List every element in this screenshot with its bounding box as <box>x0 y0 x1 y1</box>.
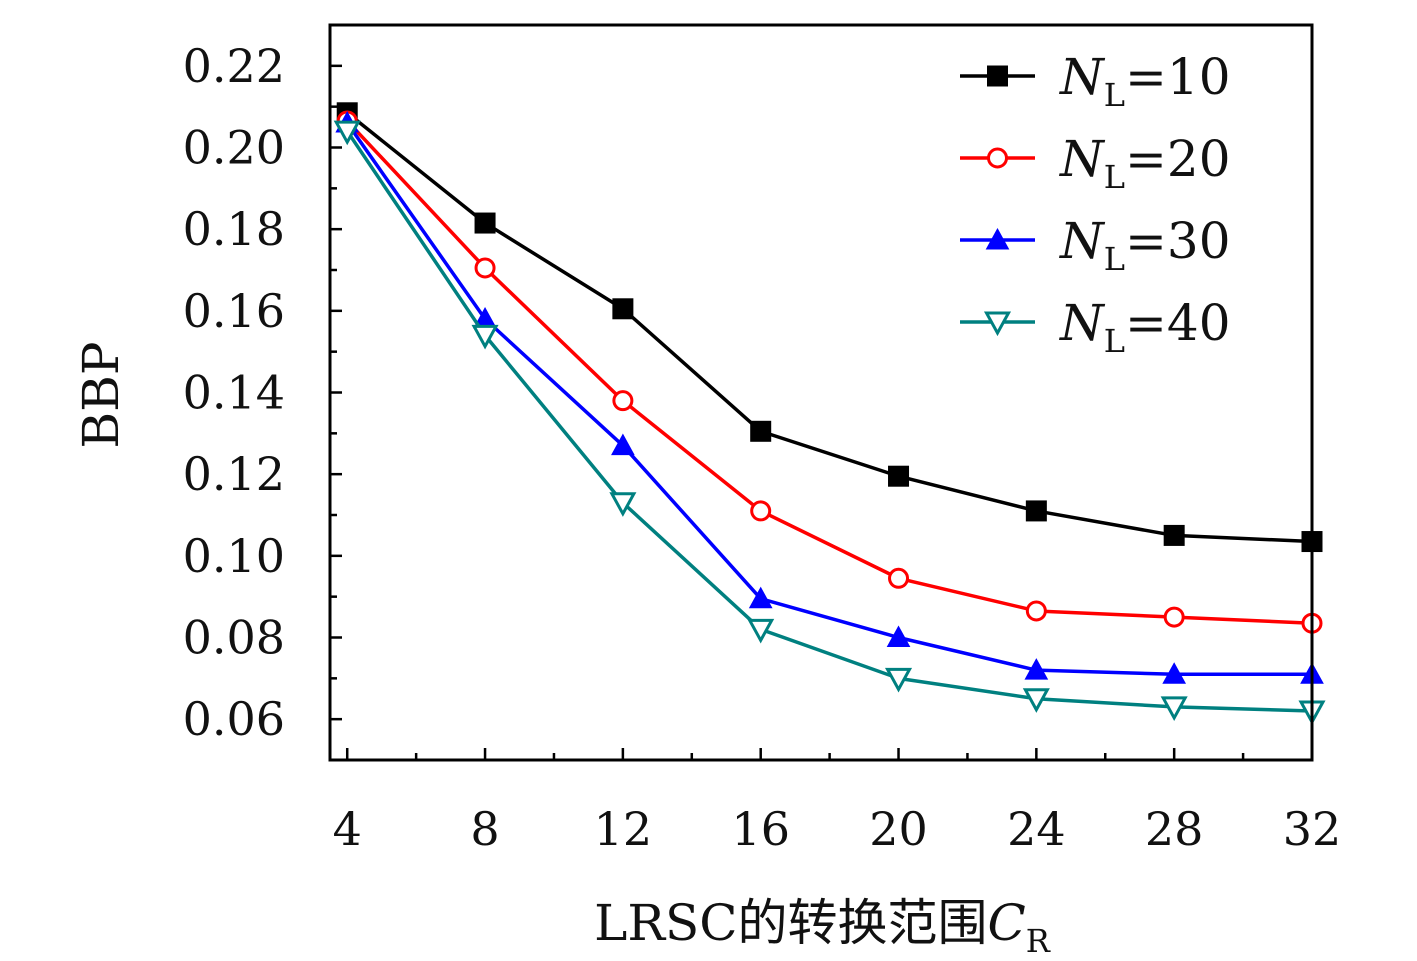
data-point-1 <box>750 420 772 442</box>
data-point-3 <box>1024 658 1049 680</box>
legend-label-value: =20 <box>1125 130 1231 188</box>
series-line-4 <box>345 130 1313 713</box>
data-point-3 <box>886 625 911 647</box>
x-tick-label: 20 <box>869 802 928 856</box>
data-point-1 <box>888 465 910 487</box>
data-point-2 <box>612 390 634 412</box>
legend-label-subscript: L <box>1104 76 1125 114</box>
y-tick-label: 0.14 <box>183 366 285 420</box>
legend-label-symbol: N <box>1059 212 1106 270</box>
legend-label-symbol: N <box>1059 130 1106 188</box>
legend-label-symbol: N <box>1059 48 1106 106</box>
series-line-2 <box>345 119 1313 625</box>
data-point-4 <box>1022 688 1050 713</box>
y-tick-label: 0.08 <box>183 611 285 665</box>
x-tick-label: 12 <box>594 802 653 856</box>
x-axis-title-symbol: C <box>988 894 1026 952</box>
y-tick-label: 0.16 <box>183 284 285 338</box>
data-point-4 <box>884 667 913 693</box>
series-line-1 <box>346 111 1313 544</box>
y-tick-label: 0.18 <box>183 202 285 256</box>
data-point-3 <box>611 433 635 456</box>
legend-marker-4 <box>983 311 1012 337</box>
y-tick-label: 0.10 <box>183 529 285 583</box>
y-tick-label: 0.20 <box>183 121 285 175</box>
y-tick-label: 0.12 <box>183 447 285 501</box>
x-tick-label: 32 <box>1283 802 1342 856</box>
data-point-2 <box>1163 606 1185 628</box>
x-tick-label: 28 <box>1145 802 1204 856</box>
legend-label-subscript: L <box>1104 158 1125 196</box>
data-point-4 <box>471 324 499 350</box>
legend-label-1: NL=10 <box>1059 48 1231 114</box>
data-point-1 <box>1025 500 1047 522</box>
legend-label-3: NL=30 <box>1059 212 1231 278</box>
x-tick-label: 8 <box>470 802 499 856</box>
data-point-4 <box>1160 696 1188 722</box>
legend-label-2: NL=20 <box>1059 130 1231 196</box>
legend-label-symbol: N <box>1059 294 1106 352</box>
x-axis-title-text: LRSC的转换范围 <box>594 894 987 952</box>
data-point-2 <box>750 500 772 522</box>
data-point-2 <box>474 257 496 279</box>
x-tick-label: 4 <box>333 802 362 856</box>
x-axis-title-subscript: R <box>1026 922 1051 960</box>
data-point-3 <box>1162 662 1187 684</box>
plot-area <box>333 102 1326 726</box>
legend-label-value: =30 <box>1125 212 1231 270</box>
legend-marker-3 <box>985 227 1010 250</box>
data-point-1 <box>474 212 496 234</box>
legend-label-4: NL=40 <box>1059 294 1231 360</box>
x-axis-title: LRSC的转换范围CR <box>594 894 1051 960</box>
legend-marker-1 <box>987 65 1008 87</box>
data-point-2 <box>1025 600 1047 622</box>
legend-label-value: =40 <box>1125 294 1231 352</box>
y-tick-label: 0.06 <box>183 692 285 746</box>
data-point-1 <box>612 298 634 320</box>
data-point-4 <box>609 492 637 517</box>
x-tick-label: 24 <box>1007 802 1066 856</box>
legend-marker-2 <box>987 147 1008 169</box>
data-point-1 <box>1163 524 1185 546</box>
legend-label-subscript: L <box>1104 240 1125 278</box>
data-point-4 <box>333 120 361 146</box>
data-point-4 <box>747 618 775 644</box>
legend-label-subscript: L <box>1104 322 1125 360</box>
y-axis-title: BBP <box>72 341 130 448</box>
axes: 0.06 0.08 0.10 0.12 0.14 0.16 0.18 0.20 0.22 4 8 12… <box>183 23 1342 856</box>
series-line-3 <box>345 121 1312 676</box>
y-tick-label: 0.22 <box>183 39 285 93</box>
data-point-2 <box>888 567 910 589</box>
legend-label-value: =10 <box>1125 48 1231 106</box>
data-point-3 <box>748 586 773 609</box>
x-tick-label: 16 <box>731 802 790 856</box>
